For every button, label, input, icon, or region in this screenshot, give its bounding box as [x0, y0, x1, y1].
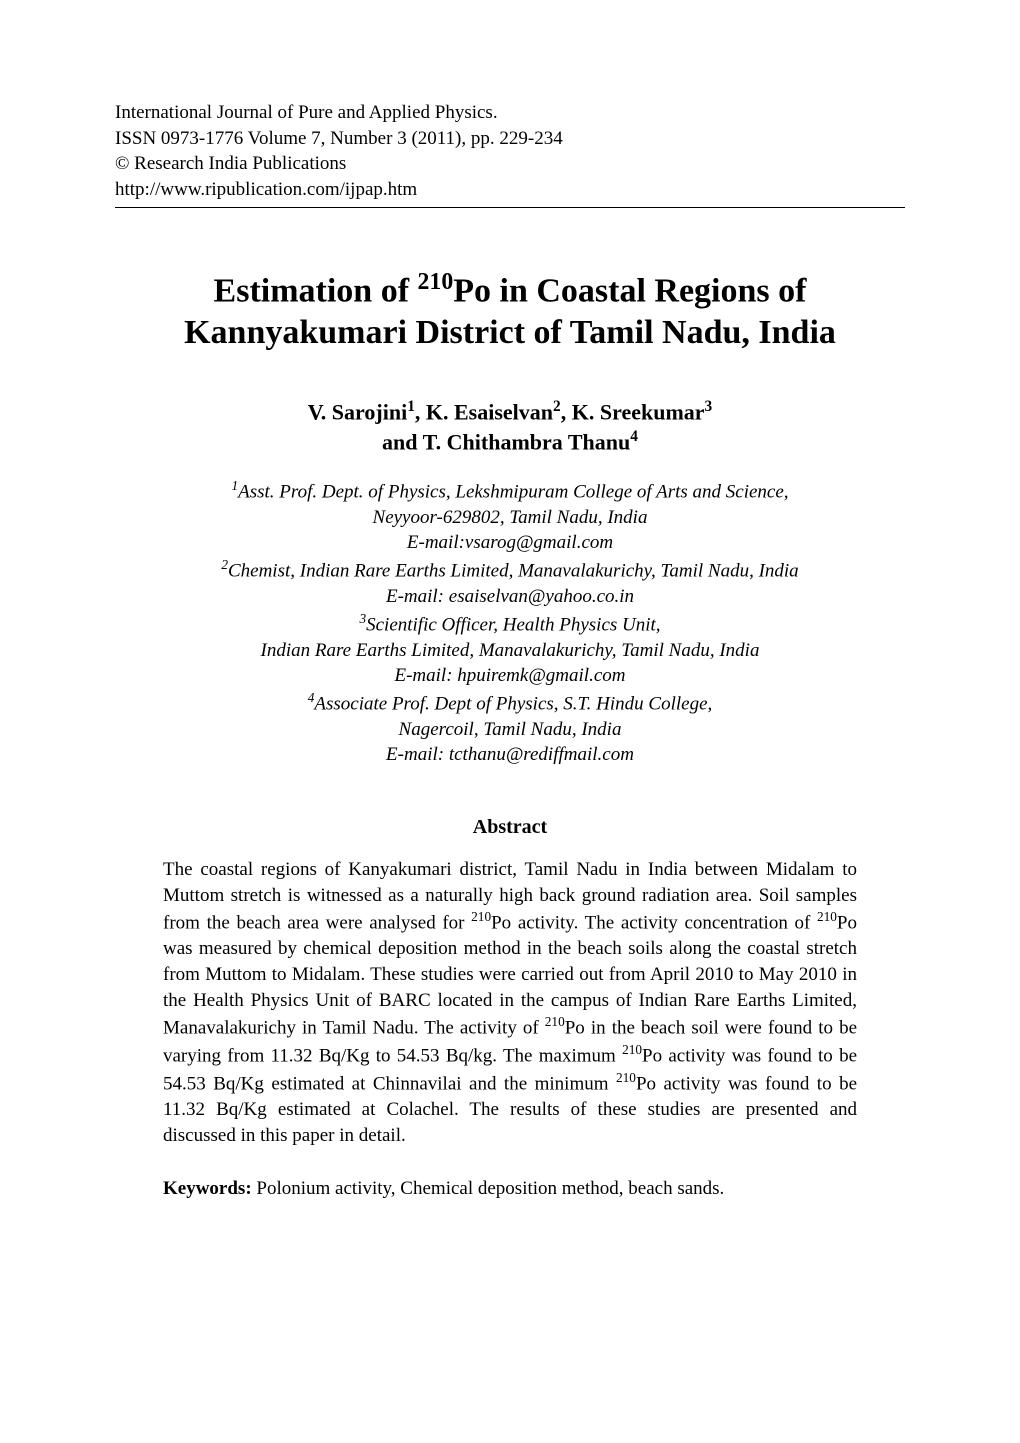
paper-title: Estimation of 210Po in Coastal Regions o… [115, 268, 905, 355]
journal-header: International Journal of Pure and Applie… [115, 100, 905, 203]
journal-url: http://www.ripublication.com/ijpap.htm [115, 177, 905, 203]
keywords: Keywords: Polonium activity, Chemical de… [163, 1178, 857, 1200]
authors: V. Sarojini1, K. Esaiselvan2, K. Sreekum… [115, 397, 905, 457]
header-rule [115, 207, 905, 208]
keywords-text: Polonium activity, Chemical deposition m… [252, 1178, 725, 1199]
abstract-body: The coastal regions of Kanyakumari distr… [163, 857, 857, 1148]
journal-publisher: © Research India Publications [115, 151, 905, 177]
abstract-heading: Abstract [115, 816, 905, 839]
journal-name: International Journal of Pure and Applie… [115, 100, 905, 126]
keywords-label: Keywords: [163, 1178, 252, 1199]
journal-issn-line: ISSN 0973-1776 Volume 7, Number 3 (2011)… [115, 126, 905, 152]
affiliations: 1Asst. Prof. Dept. of Physics, Lekshmipu… [115, 477, 905, 768]
